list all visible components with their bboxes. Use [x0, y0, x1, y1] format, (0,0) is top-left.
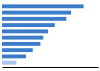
bar [2, 29, 48, 33]
bar [2, 48, 33, 52]
bar [2, 4, 84, 8]
bars [2, 4, 84, 64]
bar [2, 36, 43, 40]
x-axis [3, 67, 99, 68]
bar [2, 54, 26, 58]
bar [2, 42, 40, 46]
bar [2, 61, 16, 65]
x-axis-line [3, 67, 99, 68]
bar [2, 11, 71, 15]
chart [0, 0, 100, 71]
bar [2, 17, 66, 21]
bar [2, 23, 55, 27]
plot-area [2, 4, 99, 67]
